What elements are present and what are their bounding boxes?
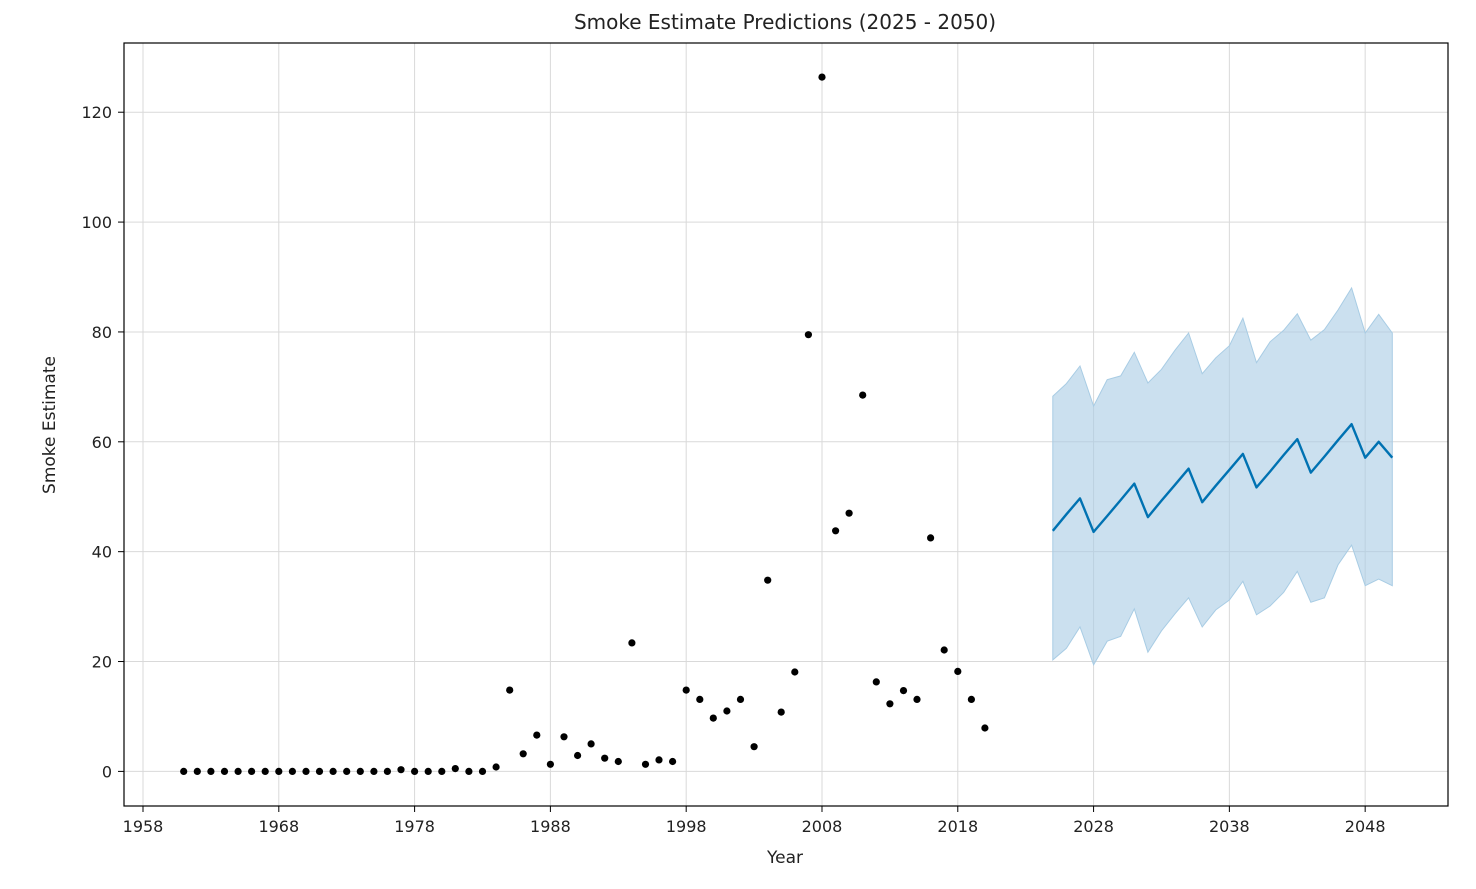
observed-point — [193, 767, 201, 776]
observed-point — [356, 767, 364, 776]
observed-point — [614, 757, 622, 766]
observed-point — [696, 695, 704, 704]
observed-point — [220, 767, 229, 776]
observed-point — [397, 766, 405, 774]
observed-point — [370, 767, 378, 776]
observed-point — [940, 646, 948, 654]
x-axis-ticks: 1958 1968 1978 1988 1998 2008 2018 2028 2038 2048 — [123, 806, 1386, 836]
observed-point — [709, 714, 717, 722]
y-axis-label: Smoke Estimate — [40, 356, 60, 494]
observed-point — [818, 73, 826, 81]
y-tick-label: 100 — [81, 213, 112, 232]
observed-point — [329, 767, 337, 776]
y-tick-label: 80 — [92, 323, 112, 342]
observed-point — [478, 767, 487, 776]
x-tick-label: 1988 — [530, 817, 571, 836]
observed-point — [506, 686, 514, 694]
observed-point — [560, 733, 568, 741]
x-axis-label: Year — [766, 848, 803, 868]
observed-point — [465, 767, 473, 776]
observed-point — [899, 687, 908, 695]
observed-point — [682, 686, 690, 694]
x-tick-label: 2048 — [1345, 817, 1386, 836]
observed-point — [343, 767, 351, 776]
x-tick-label: 2018 — [937, 817, 978, 836]
x-tick-label: 1968 — [258, 817, 299, 836]
observed-point — [574, 751, 582, 760]
observed-point — [533, 731, 541, 739]
observed-points — [180, 73, 989, 776]
x-tick-label: 2028 — [1073, 817, 1114, 836]
y-axis-ticks: 0 20 40 60 80 100 120 — [81, 103, 124, 781]
observed-point — [411, 767, 419, 776]
observed-point — [927, 534, 935, 542]
x-tick-label: 1998 — [666, 817, 707, 836]
observed-point — [764, 576, 772, 584]
observed-point — [234, 767, 242, 776]
observed-point — [913, 695, 921, 704]
observed-point — [492, 763, 500, 771]
observed-point — [207, 767, 215, 776]
observed-point — [261, 767, 269, 776]
observed-point — [669, 757, 677, 766]
x-tick-label: 2008 — [802, 817, 843, 836]
observed-point — [967, 695, 976, 704]
x-tick-label: 1978 — [394, 817, 435, 836]
observed-point — [315, 767, 324, 776]
observed-point — [248, 767, 256, 776]
observed-point — [886, 700, 894, 708]
observed-point — [587, 740, 595, 748]
y-tick-label: 60 — [92, 433, 112, 452]
observed-point — [628, 639, 636, 647]
observed-point — [832, 527, 840, 535]
observed-point — [750, 743, 758, 751]
observed-point — [546, 760, 555, 768]
observed-point — [383, 767, 391, 776]
observed-point — [641, 760, 650, 768]
forecast-series — [1051, 423, 1394, 534]
y-tick-label: 0 — [102, 762, 112, 781]
x-tick-label: 1958 — [123, 817, 164, 836]
observed-point — [424, 767, 432, 776]
observed-point — [845, 509, 853, 517]
observed-point — [519, 750, 527, 758]
observed-point — [438, 767, 446, 776]
observed-point — [275, 767, 283, 776]
observed-point — [655, 756, 663, 764]
observed-point — [954, 667, 962, 676]
x-tick-label: 2038 — [1209, 817, 1250, 836]
observed-point — [872, 678, 880, 686]
observed-point — [791, 668, 799, 676]
observed-point — [288, 767, 296, 776]
y-tick-label: 40 — [92, 543, 112, 562]
chart-title: Smoke Estimate Predictions (2025 - 2050) — [574, 10, 996, 34]
observed-point — [601, 754, 609, 762]
observed-point — [736, 695, 745, 704]
observed-point — [777, 708, 785, 716]
y-tick-label: 20 — [92, 653, 112, 672]
y-tick-label: 120 — [81, 103, 112, 122]
observed-point — [981, 724, 989, 732]
observed-point — [302, 767, 310, 776]
observed-point — [180, 767, 188, 776]
forecast-line — [1051, 423, 1394, 534]
observed-point — [859, 391, 867, 399]
observed-point — [723, 707, 731, 715]
observed-point — [804, 331, 813, 339]
plot-frame — [123, 42, 1449, 807]
observed-point — [451, 765, 459, 773]
